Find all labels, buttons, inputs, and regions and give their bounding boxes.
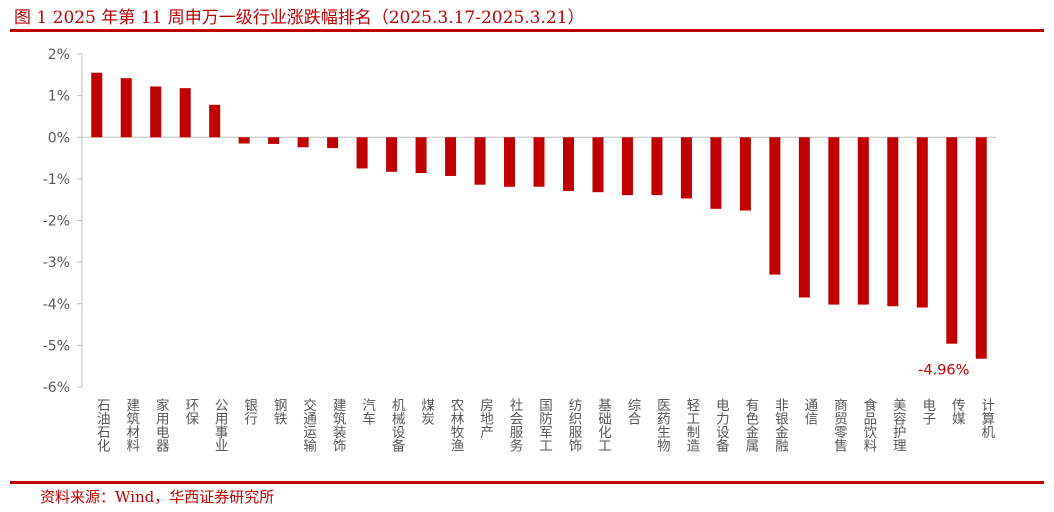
bar	[651, 137, 663, 196]
bar	[621, 137, 633, 196]
y-tick-label: -1%	[43, 172, 70, 188]
bar	[504, 137, 516, 187]
x-tick-label: 石油石化	[94, 398, 111, 453]
bars	[91, 72, 987, 359]
bar	[975, 137, 987, 359]
bar	[356, 137, 368, 169]
bar	[857, 137, 869, 305]
y-axis: 2% 1% 0% -1% -2% -3% -4% -5% -6%	[43, 47, 996, 396]
bar	[268, 137, 280, 144]
y-tick-label: -6%	[43, 380, 70, 396]
x-tick-label: 计算机	[978, 398, 995, 440]
bar	[887, 137, 899, 307]
x-tick-label: 煤炭	[418, 398, 435, 426]
bar	[120, 78, 132, 138]
bar	[828, 137, 840, 305]
x-tick-label: 建筑装饰	[330, 398, 347, 453]
y-tick-label: -4%	[43, 297, 70, 313]
bar	[562, 137, 574, 191]
x-tick-label: 公用事业	[212, 398, 229, 452]
x-tick-label: 机械设备	[389, 398, 406, 453]
x-tick-label: 美容护理	[890, 398, 907, 452]
bar	[533, 137, 545, 187]
source-note: 资料来源：Wind，华西证券研究所	[40, 488, 275, 506]
y-tick-label: 2%	[48, 47, 70, 63]
x-tick-label: 银行	[241, 398, 258, 427]
x-tick-label: 基础化工	[595, 397, 612, 452]
x-tick-label: 传媒	[949, 398, 966, 426]
y-tick-label: -5%	[43, 338, 70, 354]
y-tick-label: 0%	[48, 130, 70, 146]
x-tick-label: 通信	[801, 398, 818, 426]
x-tick-label: 建筑材料	[123, 398, 140, 453]
bar	[769, 137, 781, 275]
x-tick-label: 有色金属	[742, 398, 759, 453]
figure-title: 图 1 2025 年第 11 周申万一级行业涨跌幅排名（2025.3.17-20…	[14, 8, 585, 28]
annotations: -4.96%	[918, 363, 969, 379]
bar	[327, 137, 339, 149]
y-tick-label: -2%	[43, 214, 70, 230]
source-rule	[10, 481, 1044, 484]
bar	[415, 137, 427, 174]
x-tick-label: 钢铁	[271, 398, 288, 426]
title-rule	[10, 29, 1044, 32]
bar	[710, 137, 722, 209]
y-tick-label: -3%	[43, 255, 70, 271]
bar	[91, 72, 103, 138]
bar	[179, 88, 191, 138]
bar	[946, 137, 958, 344]
x-tick-label: 房地产	[477, 398, 494, 440]
x-tick-label: 纺织服饰	[565, 398, 582, 453]
x-tick-label: 电力设备	[713, 398, 730, 453]
x-tick-label: 家用电器	[153, 397, 170, 453]
bar	[474, 137, 486, 185]
bar	[386, 137, 398, 172]
x-axis-labels: 石油石化 建筑材料 家用电器 环保 公用事业 银行 钢铁 交通运输 建筑装饰 汽车 机械设备 煤炭 农林…	[94, 397, 995, 454]
x-tick-label: 非银金融	[772, 398, 789, 453]
bar	[739, 137, 751, 211]
x-tick-label: 综合	[624, 398, 641, 426]
bar	[209, 104, 221, 138]
x-tick-label: 交通运输	[300, 397, 317, 453]
x-tick-label: 医药生物	[654, 398, 671, 453]
x-tick-label: 轻工制造	[683, 398, 700, 454]
x-tick-label: 商贸零售	[831, 398, 848, 453]
data-label: -4.96%	[918, 363, 969, 379]
bar	[798, 137, 810, 298]
x-tick-label: 电子	[919, 398, 936, 426]
bar	[238, 137, 250, 144]
x-tick-label: 社会服务	[507, 398, 524, 453]
bar	[916, 137, 928, 308]
bar	[680, 137, 692, 199]
x-tick-label: 环保	[182, 398, 199, 425]
bar	[297, 137, 309, 148]
bar	[445, 137, 457, 176]
x-tick-label: 农林牧渔	[448, 398, 465, 453]
x-tick-label: 国防军工	[536, 398, 553, 452]
y-tick-label: 1%	[48, 89, 70, 105]
bar	[592, 137, 604, 193]
x-tick-label: 汽车	[359, 398, 376, 426]
x-tick-label: 食品饮料	[860, 397, 877, 453]
bar	[150, 86, 162, 138]
